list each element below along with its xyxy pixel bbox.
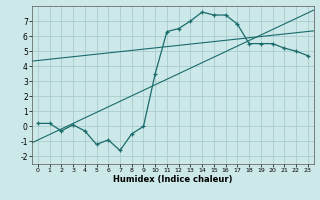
X-axis label: Humidex (Indice chaleur): Humidex (Indice chaleur) <box>113 175 233 184</box>
